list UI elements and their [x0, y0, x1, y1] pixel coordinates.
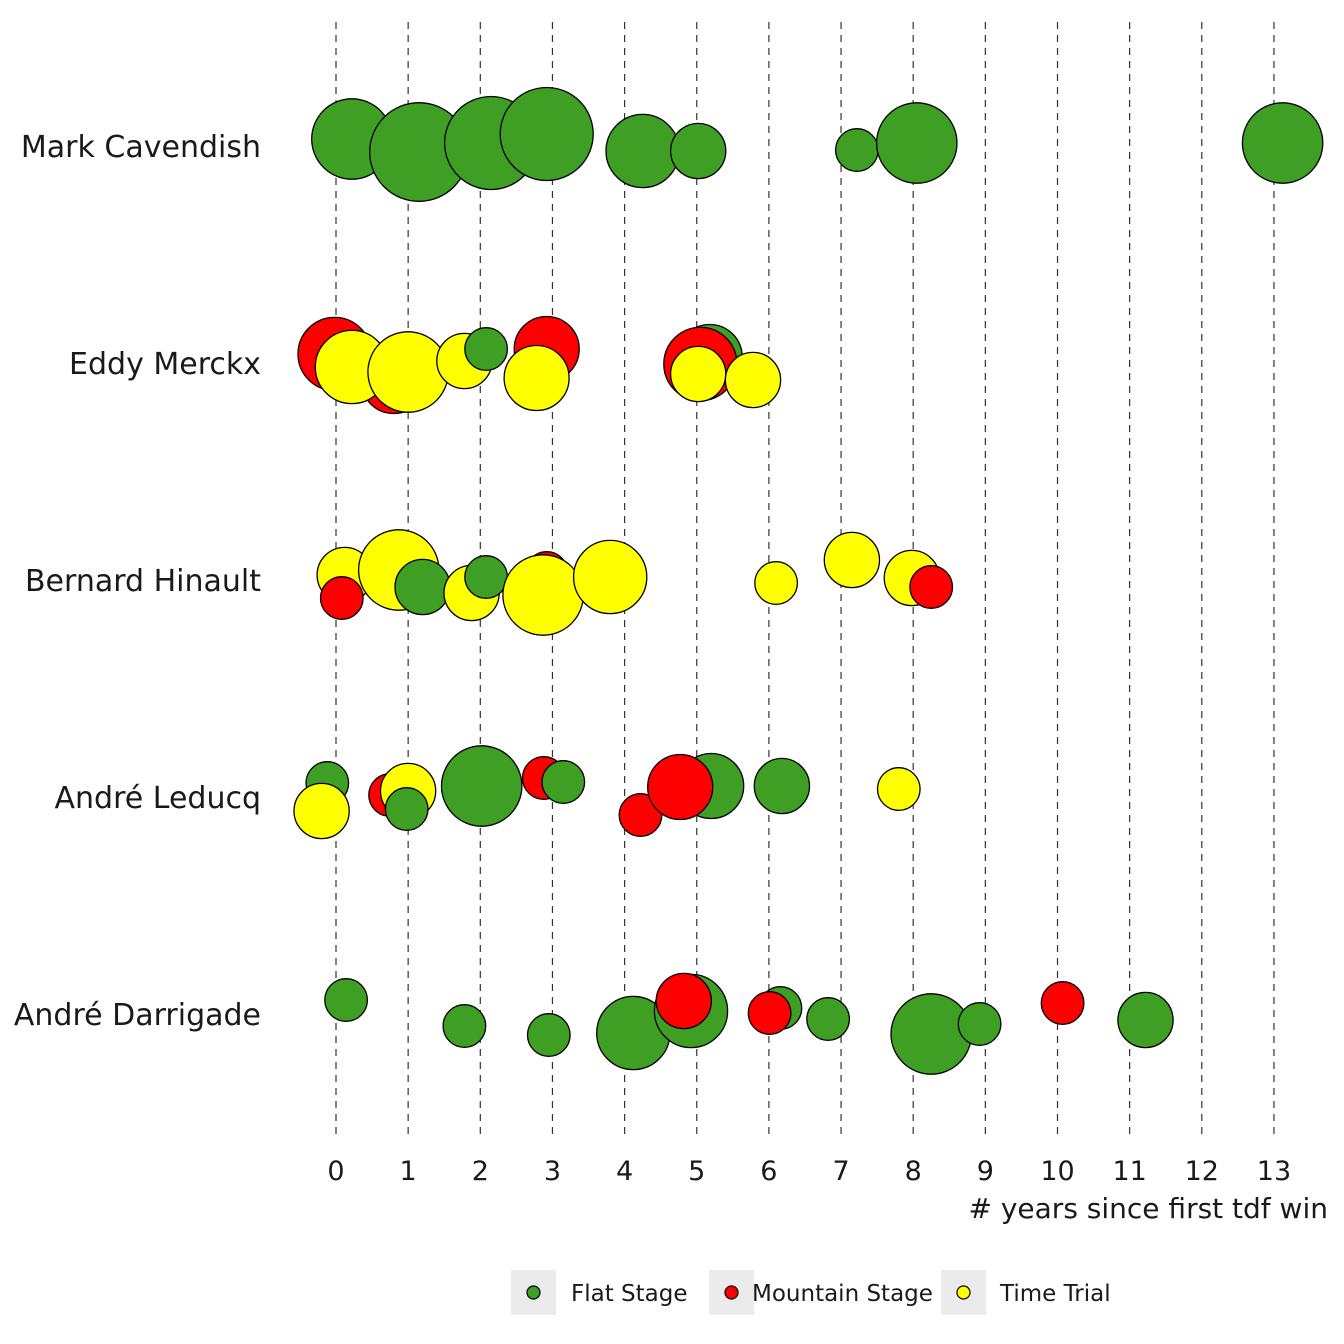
point-55 — [747, 991, 792, 1035]
point-47 — [876, 767, 921, 811]
x-tick-label-4: 4 — [616, 1156, 633, 1187]
x-tick-label-2: 2 — [472, 1156, 489, 1187]
point-56 — [806, 997, 851, 1041]
point-17 — [503, 344, 570, 412]
legend-key-0 — [526, 1285, 541, 1300]
legend: Flat Stage Mountain Stage Time Trial — [511, 1270, 1111, 1315]
point-59 — [1040, 981, 1085, 1025]
point-31 — [754, 561, 799, 605]
x-tick-label-5: 5 — [688, 1156, 705, 1187]
rider-label-2: Bernard Hinault — [25, 564, 261, 599]
point-27 — [464, 555, 509, 599]
x-tick-label-12: 12 — [1185, 1156, 1219, 1187]
point-3 — [499, 86, 594, 182]
point-5 — [669, 122, 727, 180]
point-49 — [442, 1004, 487, 1048]
x-tick-label-9: 9 — [977, 1156, 994, 1187]
x-tick-label-7: 7 — [832, 1156, 849, 1187]
point-57 — [890, 993, 973, 1075]
point-60 — [1117, 991, 1174, 1049]
point-50 — [526, 1013, 571, 1057]
rider-label-3: André Leducq — [55, 781, 261, 816]
point-23 — [319, 576, 364, 620]
x-axis-title: # years since first tdf win — [968, 1192, 1328, 1225]
point-15 — [464, 327, 509, 371]
rider-label-4: André Darrigade — [14, 998, 261, 1033]
legend-key-2 — [956, 1285, 971, 1300]
rider-label-0: Mark Cavendish — [21, 130, 261, 165]
x-tick-label-11: 11 — [1112, 1156, 1146, 1187]
point-58 — [957, 1002, 1002, 1046]
x-tick-label-8: 8 — [905, 1156, 922, 1187]
x-tick-label-6: 6 — [760, 1156, 777, 1187]
legend-key-1 — [724, 1285, 739, 1300]
point-43 — [618, 793, 663, 837]
point-34 — [909, 565, 954, 609]
point-21 — [724, 351, 782, 409]
x-tick-label-3: 3 — [544, 1156, 561, 1187]
point-8 — [1241, 102, 1324, 184]
point-4 — [605, 113, 680, 189]
point-20 — [669, 345, 727, 403]
x-tick-label-13: 13 — [1257, 1156, 1291, 1187]
legend-label-2: Time Trial — [999, 1281, 1111, 1307]
x-tick-label-10: 10 — [1040, 1156, 1074, 1187]
point-46 — [753, 757, 811, 815]
point-39 — [384, 787, 429, 831]
data-points — [293, 86, 1324, 1075]
point-6 — [834, 128, 879, 172]
point-7 — [875, 102, 958, 184]
point-36 — [293, 782, 350, 840]
legend-label-0: Flat Stage — [571, 1281, 688, 1307]
x-tick-label-0: 0 — [327, 1156, 344, 1187]
x-tick-label-1: 1 — [400, 1156, 417, 1187]
point-42 — [541, 760, 586, 804]
point-48 — [324, 978, 369, 1022]
point-32 — [823, 531, 881, 589]
rider-label-1: Eddy Merckx — [69, 347, 261, 382]
point-45 — [647, 753, 714, 821]
point-40 — [440, 745, 523, 827]
point-30 — [572, 539, 648, 615]
legend-label-1: Mountain Stage — [752, 1281, 933, 1307]
point-25 — [394, 558, 451, 616]
x-axis-tick-labels: 0 1 2 3 4 5 6 7 8 9 10 11 12 13 — [327, 1156, 1291, 1187]
point-13 — [367, 331, 449, 413]
point-29 — [502, 554, 584, 636]
rider-axis-labels: Mark Cavendish Eddy Merckx Bernard Hinault… — [14, 130, 261, 1033]
point-53 — [655, 972, 713, 1030]
